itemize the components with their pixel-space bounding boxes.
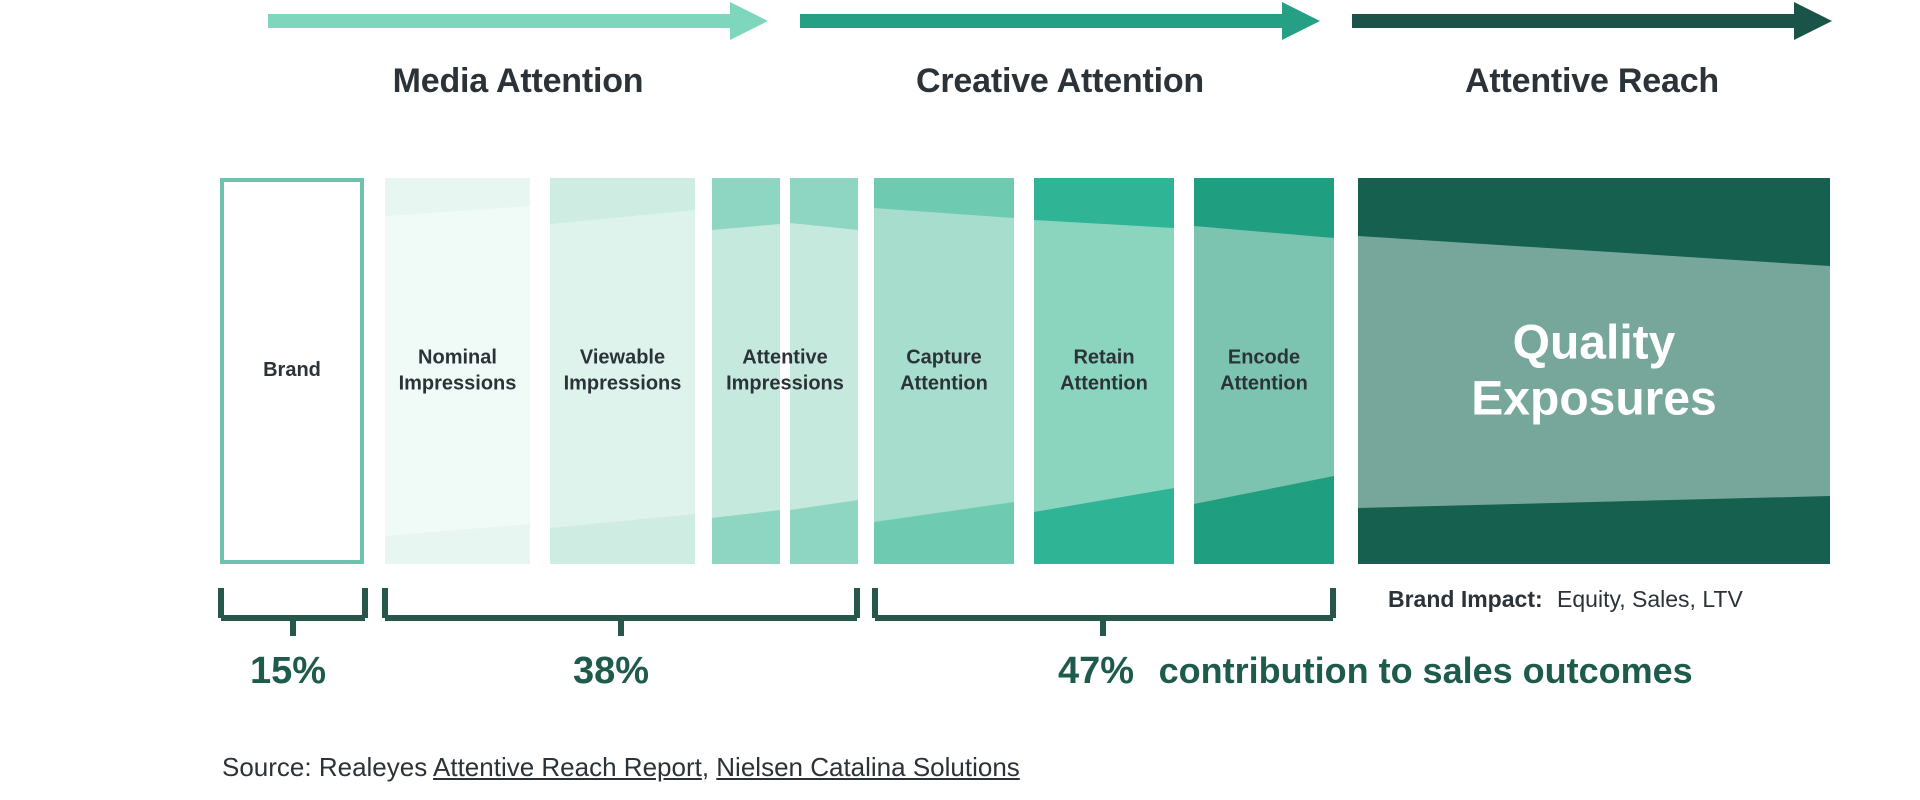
bracket-icon [382, 588, 860, 636]
source-line: Source: Realeyes Attentive Reach Report,… [222, 752, 1020, 783]
bracket-38 [382, 588, 860, 636]
bracket-icon [218, 588, 368, 636]
brand-impact-label: Brand Impact: [1388, 586, 1543, 612]
pct-47-line: 47% contribution to sales outcomes [1058, 650, 1693, 693]
quality-fill [1358, 178, 1830, 564]
pct-38: 38% [573, 650, 650, 692]
bracket-15 [218, 588, 368, 636]
bar-fill [385, 178, 530, 564]
source-separator: , [701, 752, 717, 782]
quality-exposures-box[interactable]: Quality Exposures [1358, 178, 1830, 564]
bar-retain-attention[interactable]: Retain Attention [1034, 178, 1174, 564]
quality-exposures-label: Quality Exposures [1471, 316, 1717, 425]
bracket-icon [872, 588, 1336, 636]
phase-attentive-reach: Attentive Reach [1352, 0, 1832, 100]
bar-attentive-impressions-left[interactable] [712, 178, 780, 564]
pct-47: 47% [1058, 650, 1135, 692]
pct-47-note: contribution to sales outcomes [1158, 650, 1693, 691]
bar-brand[interactable]: Brand [220, 178, 364, 564]
bar-nominal-impressions[interactable]: Nominal Impressions [385, 178, 530, 564]
arrow-right-icon [1352, 2, 1832, 40]
brand-impact-value: Equity, Sales, LTV [1557, 586, 1743, 612]
bar-fill [1034, 178, 1174, 564]
bracket-47 [872, 588, 1336, 636]
phase-arrow-row: Media Attention Creative Attention Atten… [0, 0, 1920, 140]
phase-creative-attention: Creative Attention [800, 0, 1320, 100]
source-link-nielsen-catalina-solutions[interactable]: Nielsen Catalina Solutions [716, 752, 1020, 782]
bar-label-brand: Brand [263, 359, 321, 382]
bar-label-retain-attention: Retain Attention [1060, 346, 1148, 394]
bar-label-viewable-impressions: Viewable Impressions [563, 346, 682, 394]
bar-attentive-impressions-right[interactable] [790, 178, 858, 564]
phase-media-attention: Media Attention [268, 0, 768, 100]
phase-label-creative-attention: Creative Attention [916, 62, 1204, 100]
bar-label-capture-attention: Capture Attention [900, 346, 988, 394]
arrow-right-icon [268, 2, 768, 40]
bar-fill [874, 178, 1014, 564]
brand-impact: Brand Impact: Equity, Sales, LTV [1388, 586, 1743, 613]
bar-label-encode-attention: Encode Attention [1220, 346, 1308, 394]
bar-encode-attention[interactable]: Encode Attention [1194, 178, 1334, 564]
bar-fill [790, 178, 858, 564]
source-link-attentive-reach-report[interactable]: Attentive Reach Report [433, 752, 702, 782]
bar-fill [712, 178, 780, 564]
pct-15: 15% [250, 650, 327, 692]
bar-viewable-impressions[interactable]: Viewable Impressions [550, 178, 695, 564]
bar-label-attentive-impressions: Attentive Impressions [726, 346, 844, 394]
source-prefix: Source: Realeyes [222, 752, 434, 782]
bar-capture-attention[interactable]: Capture Attention [874, 178, 1014, 564]
bar-fill [1194, 178, 1334, 564]
phase-label-media-attention: Media Attention [392, 62, 644, 100]
bar-label-nominal-impressions: Nominal Impressions [398, 346, 517, 394]
bar-fill [550, 178, 695, 564]
phase-label-attentive-reach: Attentive Reach [1465, 62, 1719, 100]
arrow-right-icon [800, 2, 1320, 40]
